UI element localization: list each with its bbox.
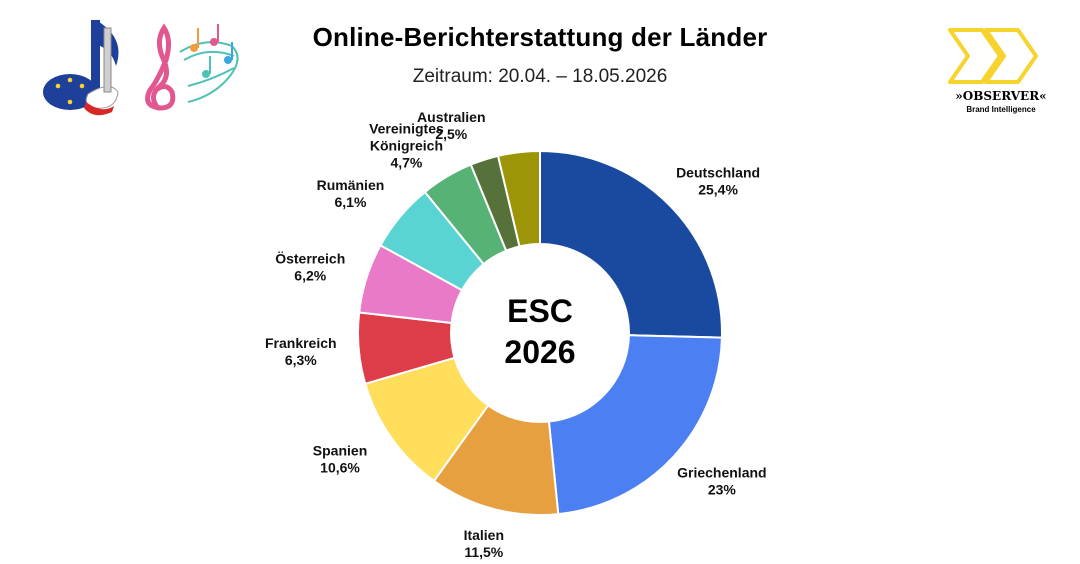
slice-label-name: Rumänien — [317, 177, 385, 193]
slice-label-name: Deutschland — [676, 164, 760, 180]
treble-clef-notes-icon — [145, 23, 239, 111]
slice-label-value: 25,4% — [698, 181, 738, 197]
slice-label-name: Königreich — [370, 138, 443, 154]
center-label-line-1: ESC — [507, 293, 573, 329]
slice-label-name: Frankreich — [265, 335, 337, 351]
slice-label-value: 11,5% — [464, 544, 503, 560]
slice-label-value: 6,3% — [285, 352, 317, 368]
chart-subtitle: Zeitraum: 20.04. – 18.05.2026 — [412, 66, 668, 87]
brand-logo-text: »OBSERVER« — [955, 89, 1046, 103]
slice-label-value: 6,2% — [294, 267, 326, 283]
slice-label-name: Griechenland — [677, 465, 766, 481]
slice-label-name: Italien — [464, 527, 504, 543]
slices-group — [357, 149, 723, 516]
slice-label-value: 4,7% — [390, 155, 422, 171]
slice-label-value: 6,1% — [335, 194, 367, 210]
slice-label-name: Spanien — [313, 442, 367, 458]
donut-hole — [450, 243, 630, 423]
slice-label-name: Österreich — [275, 250, 345, 266]
decor-icons — [43, 20, 239, 116]
chart-title: Online-Berichterstattung der Länder — [312, 22, 768, 52]
brand-logo: »OBSERVER« Brand Intelligence — [942, 24, 1060, 116]
brand-logo-tagline: Brand Intelligence — [966, 105, 1036, 114]
slice-label-name: Australien — [417, 109, 485, 125]
eu-music-note-icon — [43, 20, 119, 116]
center-label-line-2: 2026 — [504, 334, 575, 370]
slice-label-name: Vereinigtes — [369, 121, 444, 137]
slice-label-value: 23% — [708, 482, 737, 498]
slice-label-value: 2,5% — [435, 126, 467, 142]
slice-label-value: 10,6% — [320, 459, 360, 475]
observer-chevrons-logo — [948, 28, 1038, 84]
